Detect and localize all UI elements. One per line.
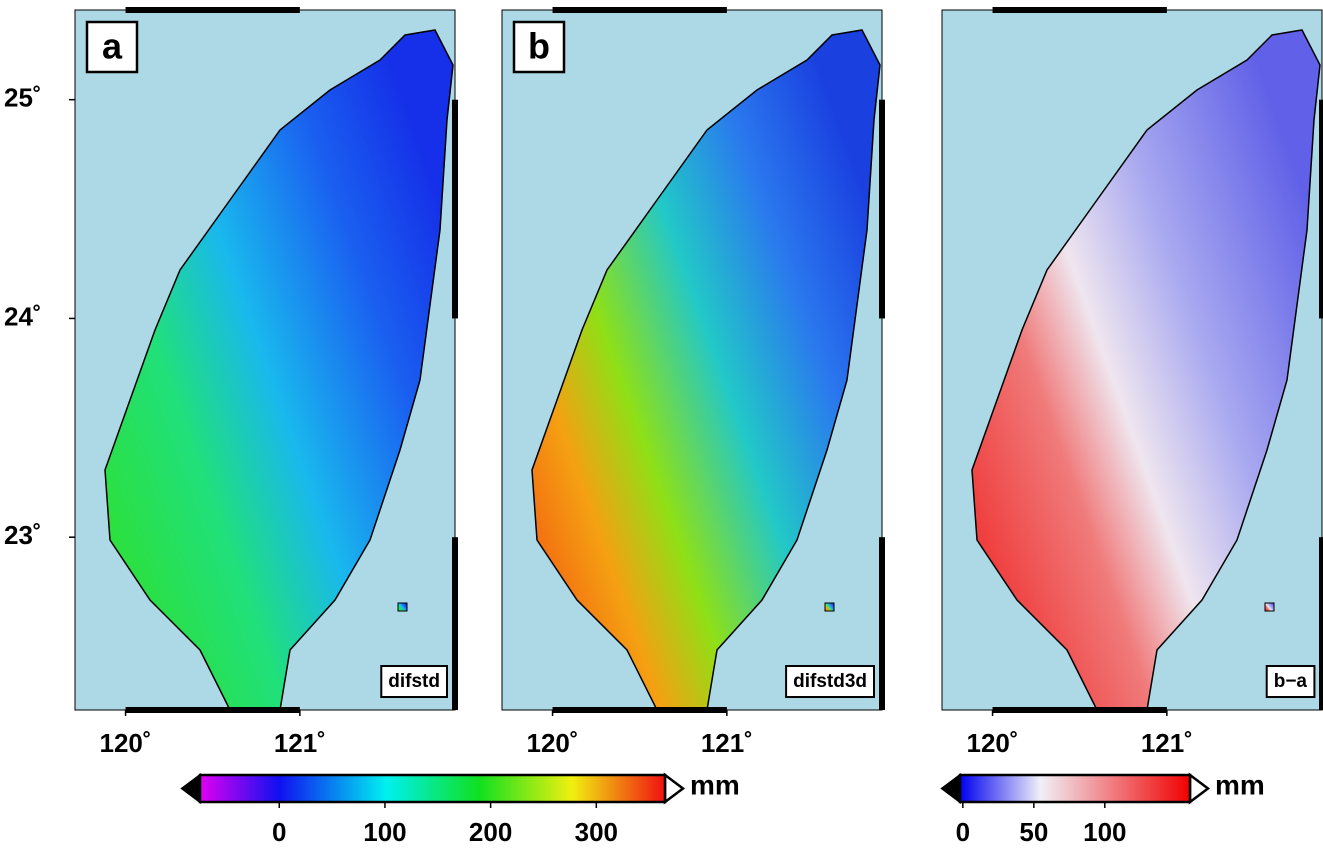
- frame-bar: [879, 537, 885, 710]
- colorbar-unit: mm: [690, 769, 740, 800]
- colorbar-tick-label: 0: [956, 817, 970, 847]
- lat-tick-label: 25˚: [4, 83, 42, 113]
- panel-name-box: [1265, 665, 1316, 699]
- frame-bar: [1319, 537, 1323, 710]
- colorbar-tick-label: 100: [363, 817, 406, 847]
- panel-label-box: [85, 20, 139, 74]
- map-panel: 120˚ 121˚ b difstd3d: [501, 7, 885, 758]
- map-panel: 120˚ 121˚ a difstd: [74, 7, 458, 758]
- lat-tick-label: 23˚: [4, 520, 42, 550]
- colorbar-over: [663, 772, 686, 805]
- lon-tick-label: 121˚: [701, 728, 753, 758]
- panel-label: a: [102, 26, 123, 67]
- island: [531, 29, 881, 711]
- island: [971, 29, 1321, 711]
- panel-name: difstd3d: [793, 671, 867, 692]
- frame-bar: [452, 537, 458, 710]
- frame-bar: [125, 7, 300, 13]
- colorbar: [198, 773, 667, 804]
- island: [104, 29, 454, 711]
- colorbar-tick-label: 200: [469, 817, 512, 847]
- frame-bar: [125, 707, 300, 713]
- colorbar-tick-label: 300: [575, 817, 618, 847]
- colorbar-tick-label: 50: [1019, 817, 1048, 847]
- colorbar-under: [940, 773, 961, 804]
- panel-name-box: [380, 665, 448, 699]
- panel-name-box: [785, 665, 875, 699]
- panel-name: difstd: [388, 671, 440, 692]
- frame-bar: [552, 7, 727, 13]
- colorbar-under: [180, 773, 201, 804]
- islet: [397, 602, 408, 612]
- colorbar: [958, 773, 1192, 804]
- islet: [1264, 602, 1275, 612]
- frame-bar: [879, 99, 885, 319]
- lon-tick-label: 120˚: [967, 728, 1019, 758]
- frame-bar: [1319, 99, 1323, 319]
- colorbar-tick-label: 0: [272, 817, 286, 847]
- colorbar-tick-label: 100: [1083, 817, 1126, 847]
- lon-tick-label: 121˚: [1141, 728, 1193, 758]
- lat-tick-label: 24˚: [4, 301, 42, 331]
- islet: [824, 602, 835, 612]
- frame-bar: [992, 707, 1167, 713]
- colorbar-unit: mm: [1215, 769, 1265, 800]
- panel-name: b−a: [1274, 671, 1308, 692]
- frame-bar: [552, 707, 727, 713]
- lon-tick-label: 120˚: [527, 728, 579, 758]
- frame-bar: [452, 99, 458, 319]
- panel-label: b: [528, 26, 550, 67]
- frame-bar: [992, 7, 1167, 13]
- map-panel: 120˚ 121˚ b−a: [941, 7, 1323, 758]
- colorbar-over: [1188, 772, 1211, 805]
- lon-tick-label: 121˚: [274, 728, 326, 758]
- panel-label-box: [512, 20, 566, 74]
- lon-tick-label: 120˚: [100, 728, 152, 758]
